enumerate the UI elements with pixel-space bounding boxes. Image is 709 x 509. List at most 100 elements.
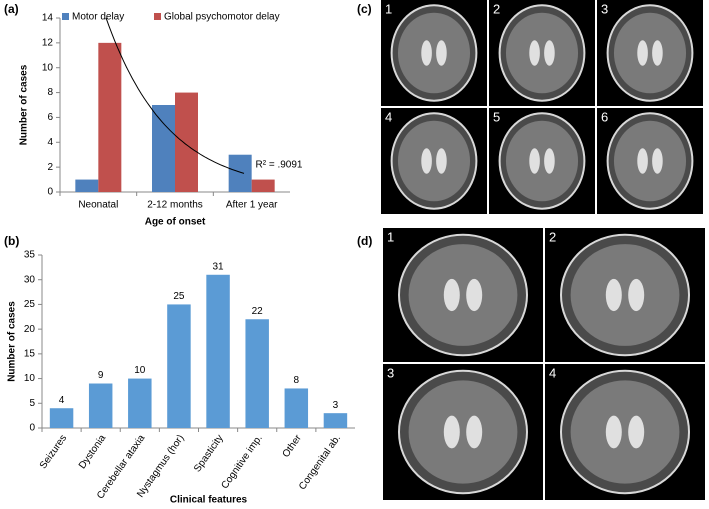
image-number: 1 bbox=[385, 1, 392, 16]
mri-brain bbox=[408, 244, 518, 346]
mri-ventricle bbox=[466, 415, 483, 449]
x-tick-label: Dystonia bbox=[77, 433, 109, 472]
mri-ventricle bbox=[544, 148, 555, 174]
y-tick-label: 5 bbox=[29, 398, 35, 409]
mri-ventricle bbox=[436, 40, 447, 66]
mri-brain bbox=[613, 120, 687, 202]
mri-brain bbox=[570, 380, 680, 484]
y-tick-label: 25 bbox=[24, 299, 36, 310]
legend-label: Global psychomotor delay bbox=[164, 12, 280, 23]
data-label: 4 bbox=[59, 395, 65, 406]
mri-ventricle bbox=[443, 278, 460, 312]
mri-ventricle bbox=[529, 40, 540, 66]
mri-brain bbox=[613, 12, 687, 94]
bar bbox=[175, 92, 198, 192]
mri-ventricle bbox=[544, 40, 555, 66]
image-number: 2 bbox=[493, 1, 500, 16]
mri-ventricle bbox=[529, 148, 540, 174]
x-tick-label: Neonatal bbox=[78, 200, 118, 211]
y-tick-label: 10 bbox=[24, 373, 36, 384]
image-number: 6 bbox=[601, 109, 608, 124]
image-number: 5 bbox=[493, 109, 500, 124]
mri-brain bbox=[397, 12, 471, 94]
panel-label: (d) bbox=[357, 234, 372, 248]
y-tick-label: 4 bbox=[47, 137, 53, 148]
image-number: 1 bbox=[387, 229, 394, 244]
mri-ventricle bbox=[605, 278, 622, 312]
mri-ventricle bbox=[628, 278, 645, 312]
bar bbox=[98, 42, 122, 192]
mri-ventricle bbox=[436, 148, 447, 174]
y-tick-label: 30 bbox=[24, 274, 36, 285]
bar bbox=[152, 105, 175, 192]
trendline bbox=[105, 18, 245, 174]
mri-brain bbox=[505, 120, 579, 202]
mri-ventricle bbox=[652, 40, 663, 66]
y-tick-label: 12 bbox=[42, 37, 54, 48]
y-tick-label: 2 bbox=[47, 162, 53, 173]
y-tick-label: 20 bbox=[24, 324, 36, 335]
y-tick-label: 14 bbox=[42, 13, 54, 24]
x-axis-label: Clinical features bbox=[170, 495, 248, 506]
y-tick-label: 8 bbox=[47, 87, 53, 98]
mri-brain bbox=[408, 380, 518, 484]
bar bbox=[167, 304, 191, 428]
data-label: 31 bbox=[213, 261, 225, 272]
y-axis-label: Number of cases bbox=[7, 301, 18, 382]
mri-ventricle bbox=[637, 40, 648, 66]
bar bbox=[75, 179, 99, 192]
mri-brain bbox=[397, 120, 471, 202]
y-tick-label: 10 bbox=[42, 62, 54, 73]
legend-swatch bbox=[154, 13, 161, 20]
bar bbox=[284, 388, 309, 428]
mri-ventricle bbox=[652, 148, 663, 174]
data-label: 10 bbox=[134, 365, 146, 376]
data-label: 8 bbox=[294, 375, 300, 386]
bar bbox=[88, 383, 113, 428]
bar bbox=[323, 413, 348, 428]
panel-label: (a) bbox=[4, 2, 19, 16]
y-tick-label: 15 bbox=[24, 348, 36, 359]
image-number: 4 bbox=[385, 109, 392, 124]
x-tick-label: Spasticity bbox=[192, 433, 226, 474]
mri-ventricle bbox=[637, 148, 648, 174]
y-axis-label: Number of cases bbox=[19, 64, 30, 145]
mri-ventricle bbox=[443, 415, 460, 449]
x-tick-label: Cognitive imp. bbox=[219, 433, 264, 491]
image-number: 3 bbox=[601, 1, 608, 16]
x-tick-label: Congenital ab. bbox=[297, 433, 343, 492]
y-tick-label: 6 bbox=[47, 112, 53, 123]
bar bbox=[206, 274, 230, 428]
data-label: 3 bbox=[333, 400, 339, 411]
y-tick-label: 0 bbox=[47, 187, 53, 198]
bar bbox=[128, 378, 152, 428]
mri-ventricle bbox=[628, 415, 645, 449]
panel-label: (c) bbox=[357, 2, 372, 16]
image-number: 2 bbox=[549, 229, 556, 244]
x-tick-label: After 1 year bbox=[226, 200, 278, 211]
image-number: 4 bbox=[549, 365, 556, 380]
mri-ventricle bbox=[421, 40, 432, 66]
bar bbox=[251, 179, 275, 192]
legend-label: Motor delay bbox=[72, 12, 124, 23]
y-tick-label: 35 bbox=[24, 250, 36, 261]
bar bbox=[245, 319, 269, 428]
x-tick-label: Other bbox=[281, 432, 305, 459]
data-label: 9 bbox=[98, 370, 104, 381]
mri-ventricle bbox=[605, 415, 622, 449]
mri-ventricle bbox=[466, 278, 483, 312]
data-label: 22 bbox=[252, 306, 264, 317]
x-tick-label: 2-12 months bbox=[147, 200, 203, 211]
y-tick-label: 0 bbox=[29, 423, 35, 434]
bar bbox=[49, 408, 74, 428]
mri-ventricle bbox=[421, 148, 432, 174]
trendline-annotation: R² = .9091 bbox=[256, 159, 303, 170]
data-label: 25 bbox=[173, 291, 185, 302]
mri-brain bbox=[505, 12, 579, 94]
legend-swatch bbox=[62, 13, 69, 20]
panel-label: (b) bbox=[4, 234, 19, 248]
x-axis-label: Age of onset bbox=[145, 217, 206, 228]
image-number: 3 bbox=[387, 365, 394, 380]
bar bbox=[228, 154, 252, 192]
